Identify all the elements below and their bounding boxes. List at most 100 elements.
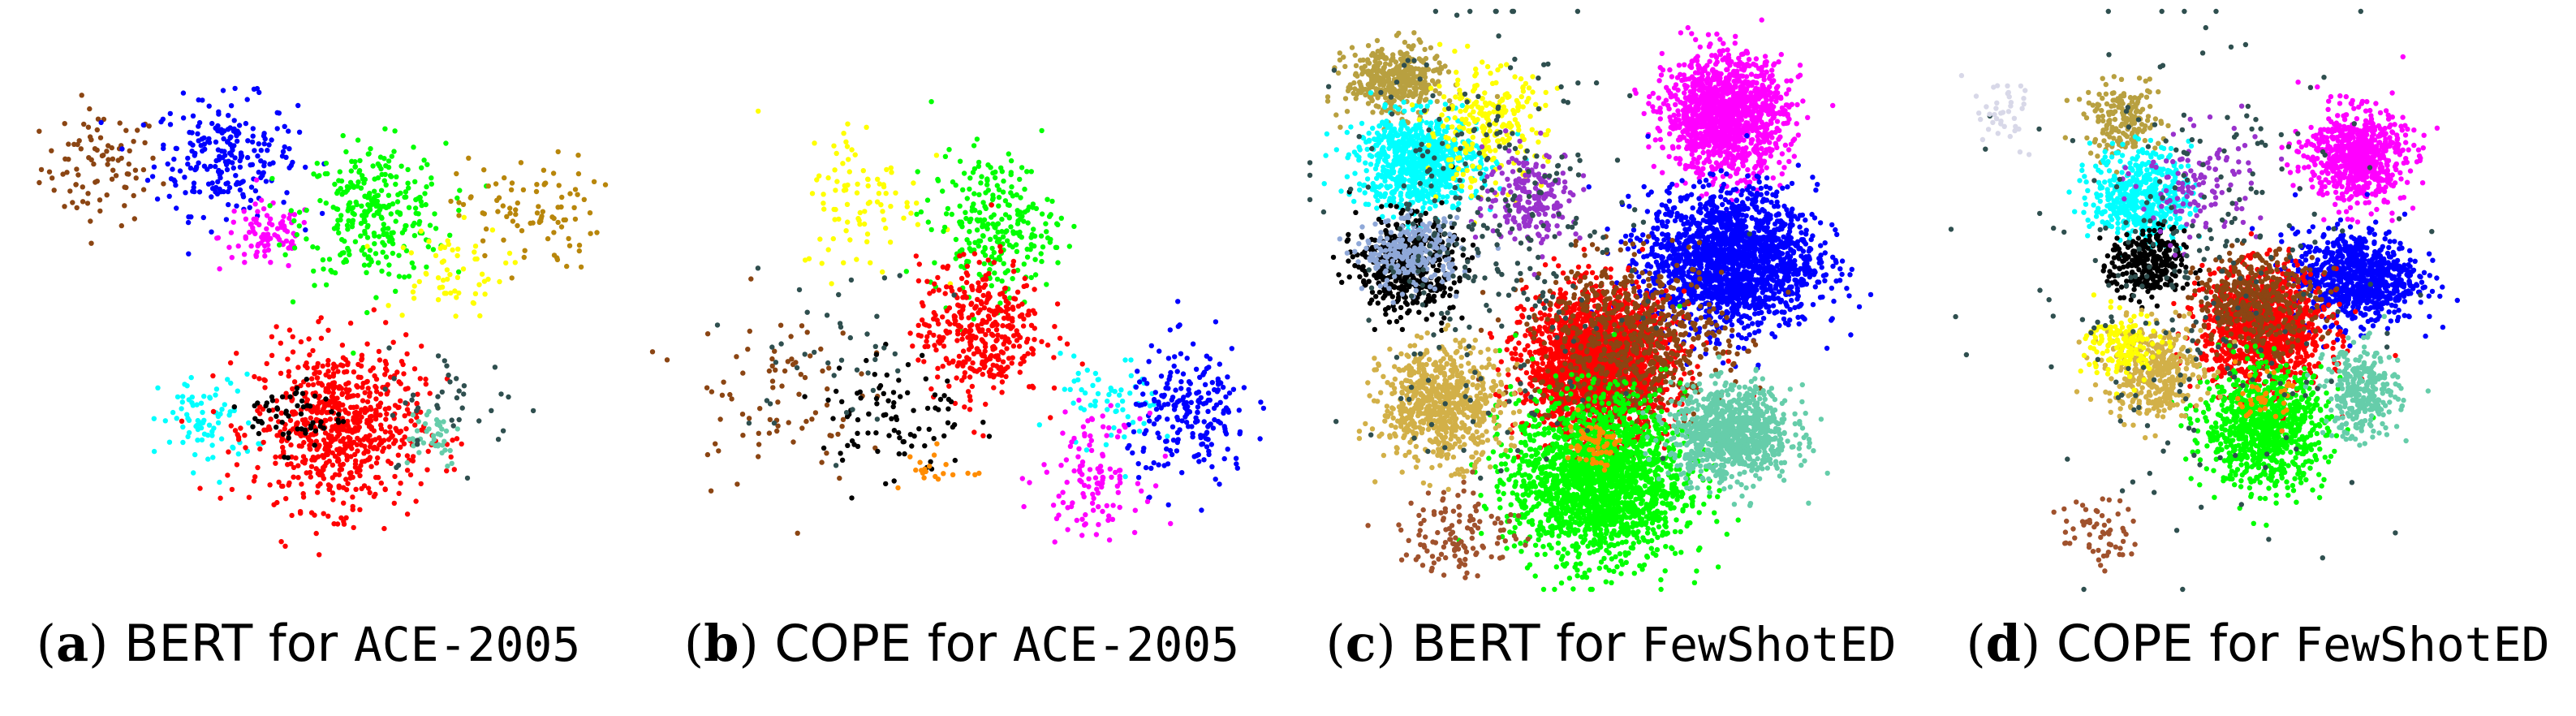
scatter-point [1125,414,1131,420]
scatter-point [383,416,389,422]
scatter-point [1368,96,1374,101]
scatter-point [74,205,80,211]
scatter-point [1060,430,1066,436]
scatter-point [325,451,330,457]
scatter-point [1106,425,1112,431]
scatter-point [386,226,391,231]
scatter-point [365,449,371,455]
scatter-point [377,163,382,169]
scatter-point [1188,399,1194,405]
scatter-point [196,119,203,126]
scatter-point [1204,353,1209,359]
scatter-point [431,437,437,442]
scatter-point [347,320,354,326]
scatter-point [740,433,746,438]
scatter-point [1733,62,1738,67]
scatter-point [945,378,950,384]
scatter-point [1733,83,1738,88]
scatter-point [840,416,846,422]
scatter-point [255,209,261,214]
scatter-point [361,451,367,456]
scatter-point [479,271,485,277]
scatter-point [286,215,292,222]
scatter-point [386,262,392,268]
scatter-point [404,511,411,517]
scatter-point [924,405,931,412]
scatter-point [331,380,338,386]
scatter-point [315,360,321,367]
scatter-point [875,448,881,455]
scatter-point [864,231,871,237]
scatter-point [316,468,321,474]
scatter-point [1646,144,1652,150]
scatter-point [1660,170,1665,175]
scatter-point [218,170,225,175]
scatter-point [482,291,488,297]
scatter-point [66,141,71,147]
scatter-point [388,434,394,440]
scatter-point [361,436,368,442]
cluster-3 [214,177,308,272]
scatter-point [1187,381,1193,386]
scatter-point [854,257,859,262]
scatter-point [1704,157,1709,163]
scatter-point [304,420,311,426]
scatter-point [313,530,319,537]
scatter-point [1736,127,1742,132]
scatter-point [359,485,364,492]
scatter-point [1351,198,1357,205]
scatter-point [122,184,127,190]
scatter-point [1419,58,1424,64]
scatter-point [232,85,238,92]
scatter-point [1337,50,1342,56]
scatter-point [955,302,961,308]
scatter-point [943,211,950,217]
scatter-point [1704,132,1711,138]
scatter-point [1081,494,1087,500]
scatter-point [1753,127,1760,132]
scatter-point [838,357,845,363]
scatter-point [206,422,213,428]
scatter-point [1008,224,1014,230]
scatter-point [1000,369,1006,374]
scatter-point [118,222,124,229]
scatter-point [1217,380,1223,386]
scatter-point [1673,156,1679,162]
scatter-point [917,459,923,465]
scatter-point [91,161,97,167]
scatter-point [350,218,356,223]
scatter-point [367,248,373,253]
scatter-point [713,441,718,446]
scatter-point [1689,151,1695,157]
scatter-point [265,148,270,153]
scatter-point [554,257,561,263]
scatter-point [174,394,181,400]
scatter-point [500,203,506,209]
scatter-point [1229,346,1234,352]
scatter-point [1657,106,1663,111]
scatter-point [1368,73,1374,79]
scatter-point [274,425,279,430]
scatter-point [581,196,587,202]
scatter-point [368,413,374,419]
scatter-point [426,239,432,244]
scatter-point [967,394,973,399]
scatter-point [95,116,101,122]
scatter-point [1751,105,1757,110]
scatter-point [1742,98,1749,105]
scatter-point [1410,93,1416,99]
scatter-point [267,216,274,222]
scatter-point [1717,51,1724,58]
scatter-point [931,436,937,442]
scatter-point [1088,403,1093,408]
scatter-point [962,370,968,376]
scatter-point [1165,401,1171,407]
scatter-point [995,356,1001,363]
scatter-point [1111,425,1117,431]
scatter-point [500,428,506,433]
scatter-point [955,328,961,334]
scatter-point [1351,80,1357,86]
scatter-point [891,478,897,484]
scatter-point [352,159,358,165]
scatter-point [489,408,494,413]
